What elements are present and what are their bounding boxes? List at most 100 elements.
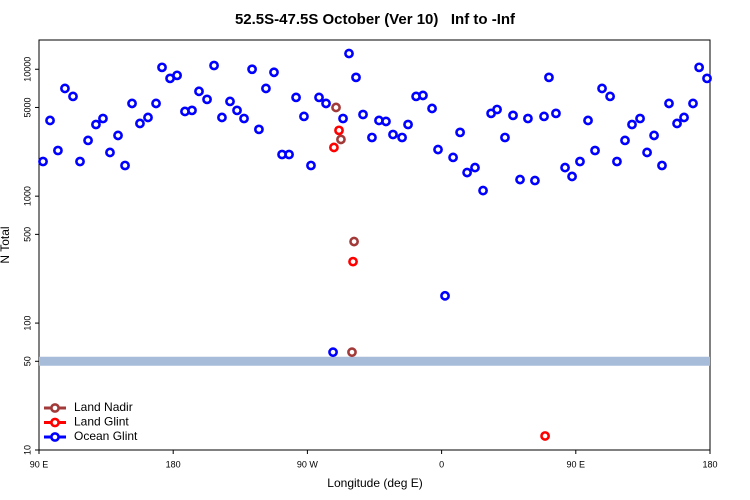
data-point: [523, 113, 533, 124]
y-tick-label: 50: [22, 356, 32, 366]
data-point: [60, 83, 70, 94]
data-point: [433, 144, 443, 155]
data-point: [492, 104, 502, 115]
data-point: [329, 142, 339, 153]
x-tick-label: 180: [166, 459, 181, 469]
data-point: [635, 113, 645, 124]
data-point: [462, 167, 472, 178]
data-point: [239, 113, 249, 124]
legend-label: Land Glint: [74, 415, 129, 429]
data-point: [209, 60, 219, 71]
data-point: [470, 162, 480, 173]
data-point: [381, 116, 391, 127]
data-point: [544, 72, 554, 83]
data-point: [351, 72, 361, 83]
data-point: [334, 125, 344, 136]
data-point: [440, 290, 450, 301]
data-point: [508, 110, 518, 121]
data-point: [38, 156, 48, 167]
y-axis-label: N Total: [0, 226, 12, 263]
data-point: [68, 91, 78, 102]
data-point: [143, 112, 153, 123]
data-point: [448, 152, 458, 163]
data-point: [53, 145, 63, 156]
data-point: [328, 347, 338, 358]
data-point: [397, 132, 407, 143]
data-point: [530, 175, 540, 186]
data-point: [157, 62, 167, 73]
data-point: [672, 118, 682, 129]
legend-label: Ocean Glint: [74, 429, 138, 443]
data-point: [620, 135, 630, 146]
data-point: [217, 112, 227, 123]
data-point: [551, 108, 561, 119]
data-point: [306, 160, 316, 171]
x-tick-label: 90 W: [297, 459, 319, 469]
data-point: [151, 98, 161, 109]
data-point: [664, 98, 674, 109]
data-point: [194, 86, 204, 97]
legend-label: Land Nadir: [74, 400, 133, 414]
data-point: [336, 134, 346, 145]
data-point: [597, 83, 607, 94]
y-tick-label: 1000: [22, 186, 32, 206]
legend-marker: [50, 432, 60, 442]
legend-marker: [50, 403, 60, 413]
data-point: [605, 91, 615, 102]
data-point: [75, 156, 85, 167]
data-point: [187, 105, 197, 116]
data-point: [225, 96, 235, 107]
data-point: [247, 64, 257, 75]
data-point: [427, 103, 437, 114]
x-axis-label: Longitude (deg E): [327, 476, 422, 490]
data-point: [590, 145, 600, 156]
data-point: [679, 112, 689, 123]
data-point: [403, 119, 413, 130]
y-tick-label: 10: [22, 445, 32, 455]
chart-title: 52.5S-47.5S October (Ver 10) Inf to -Inf: [235, 11, 516, 28]
x-tick-label: 90 E: [30, 459, 49, 469]
data-point: [612, 156, 622, 167]
data-point: [348, 256, 358, 267]
legend-marker: [50, 417, 60, 428]
data-point: [349, 236, 359, 247]
data-point: [232, 105, 242, 116]
data-point: [127, 98, 137, 109]
data-point: [455, 127, 465, 138]
data-point: [291, 92, 301, 103]
y-tick-label: 10000: [22, 57, 32, 82]
data-point: [694, 62, 705, 73]
data-point: [688, 98, 698, 109]
data-point: [314, 92, 324, 103]
data-point: [657, 160, 667, 171]
data-point: [261, 83, 271, 94]
data-point: [105, 147, 115, 158]
data-point: [649, 130, 659, 141]
data-point: [702, 73, 712, 84]
data-point: [627, 119, 637, 130]
data-point: [344, 48, 354, 59]
data-point: [540, 431, 550, 441]
data-point: [500, 132, 510, 143]
data-point: [172, 70, 182, 81]
x-tick-label: 180: [702, 459, 717, 469]
data-point: [284, 149, 294, 160]
data-point: [642, 147, 652, 158]
data-point: [120, 160, 130, 171]
plot-frame: [38, 39, 711, 451]
data-point: [388, 129, 398, 140]
data-point: [560, 162, 570, 173]
data-point: [331, 102, 341, 113]
data-point: [575, 156, 585, 167]
data-point: [367, 132, 377, 143]
data-point: [299, 111, 309, 122]
data-point: [583, 115, 593, 126]
data-point: [515, 174, 525, 185]
data-point: [358, 109, 368, 120]
data-point: [338, 113, 348, 124]
data-point: [347, 347, 357, 358]
data-point: [113, 130, 123, 141]
x-tick-label: 0: [439, 459, 444, 469]
data-point: [45, 115, 55, 126]
